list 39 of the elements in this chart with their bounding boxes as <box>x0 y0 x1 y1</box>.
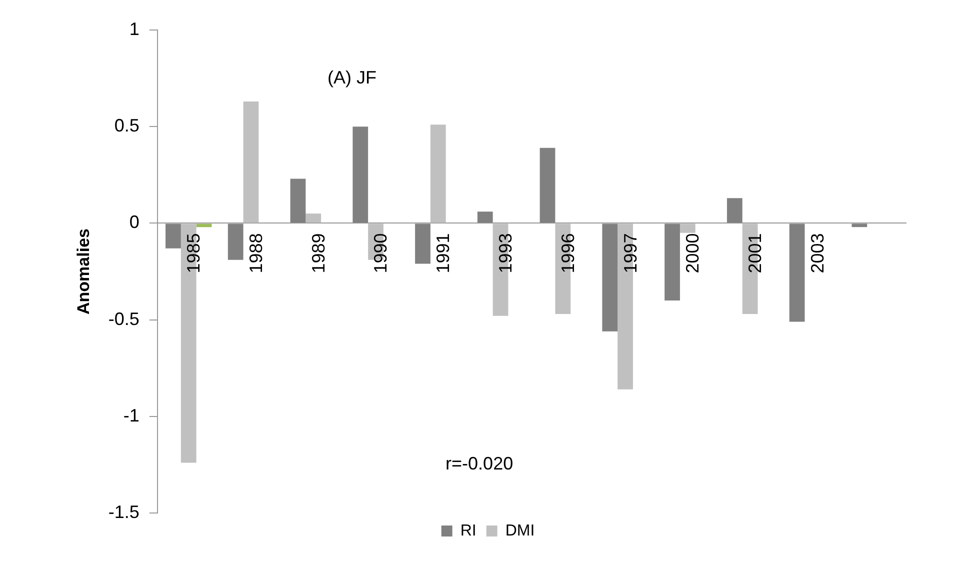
y-axis-title: Anomalies <box>74 228 93 314</box>
bar <box>243 101 259 223</box>
annotation: r=-0.020 <box>446 454 514 474</box>
bar <box>726 198 742 223</box>
x-tick-label: 1988 <box>246 233 266 274</box>
bar <box>664 224 680 300</box>
x-tick-label: 2001 <box>745 233 766 274</box>
x-tick-label: 1990 <box>370 233 391 274</box>
x-tick-label: 1993 <box>495 233 516 274</box>
bar <box>477 212 493 223</box>
bar <box>290 178 306 223</box>
bar <box>680 224 696 233</box>
bar <box>430 124 446 223</box>
bar <box>352 126 368 223</box>
y-tick-label: 1 <box>129 18 140 39</box>
bar <box>306 214 322 223</box>
bar <box>852 224 868 228</box>
bar <box>415 224 430 264</box>
x-tick-label: 1991 <box>433 233 454 274</box>
y-tick-label: -1 <box>123 405 140 426</box>
bar <box>228 224 244 260</box>
bar <box>602 224 618 332</box>
x-tick-label: 2000 <box>682 233 703 274</box>
bar <box>166 224 181 248</box>
legend-label: DMI <box>505 522 535 540</box>
y-tick-label: 0 <box>129 212 140 232</box>
annotation: (A) JF <box>328 67 377 88</box>
y-tick-label: 0.5 <box>114 116 140 136</box>
bar <box>789 224 805 322</box>
bar <box>196 224 212 228</box>
x-tick-label: 1985 <box>184 233 204 274</box>
x-tick-label: 1997 <box>620 233 640 274</box>
y-tick-label: -1.5 <box>108 502 140 522</box>
x-tick-label: 2003 <box>807 233 828 274</box>
y-tick-label: -0.5 <box>108 308 140 329</box>
bar <box>540 148 556 223</box>
x-tick-label: 1996 <box>558 233 578 274</box>
legend-label: RI <box>460 522 476 540</box>
x-tick-label: 1989 <box>308 233 328 274</box>
